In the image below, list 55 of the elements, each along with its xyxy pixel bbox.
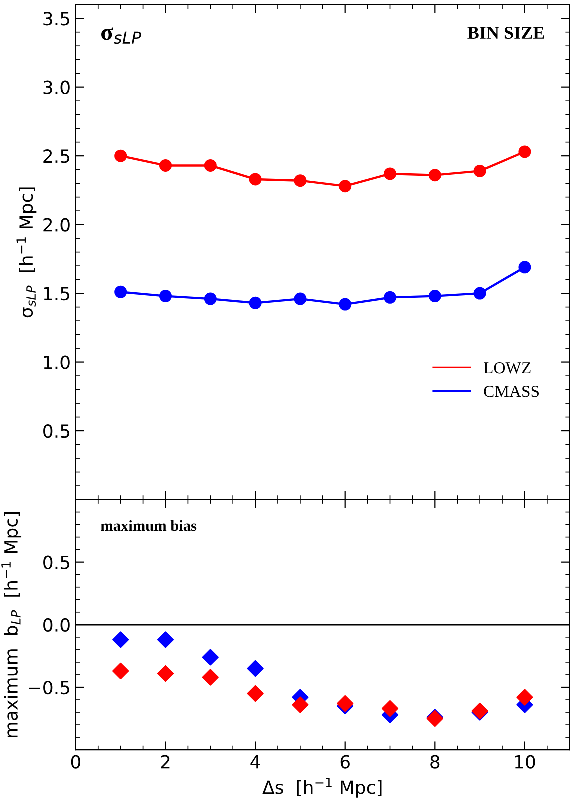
point xyxy=(384,291,397,304)
y-tick-label: 0.0 xyxy=(44,618,70,632)
y-tick-label: 0.5 xyxy=(44,556,70,570)
point xyxy=(204,292,217,306)
y-tick-label: 3.0 xyxy=(44,80,70,94)
x-axis-title: Δs [h$^{−1}$ Mpc] xyxy=(262,778,382,798)
annotation: σ$_{sLP}$ xyxy=(102,28,142,44)
y-tick-label: 0.5 xyxy=(44,424,70,438)
point xyxy=(202,669,219,686)
point xyxy=(428,169,442,182)
x-tick-label: 6 xyxy=(340,755,350,769)
y-axis-title: maximum b$_{LP}$ [h$^{−1}$ Mpc] xyxy=(2,512,22,738)
point xyxy=(159,159,172,172)
point xyxy=(294,174,307,188)
x-tick-label: 2 xyxy=(161,755,170,769)
y-tick-label: −0.5 xyxy=(29,680,70,695)
point xyxy=(204,159,217,172)
point xyxy=(474,164,486,178)
point xyxy=(292,696,309,714)
point xyxy=(112,632,130,648)
point xyxy=(294,292,307,306)
y-tick-label: 1.5 xyxy=(44,287,70,301)
x-tick-label: 8 xyxy=(430,755,440,769)
point xyxy=(339,298,352,311)
legend-label: LOWZ xyxy=(484,362,531,374)
point xyxy=(474,287,486,300)
annotation: BIN SIZE xyxy=(468,26,544,40)
point xyxy=(516,689,534,706)
point xyxy=(157,665,174,682)
point xyxy=(247,660,264,678)
point xyxy=(249,296,262,310)
point xyxy=(157,632,174,648)
x-tick-label: 10 xyxy=(515,755,536,769)
point xyxy=(382,700,399,718)
point xyxy=(114,286,128,298)
x-tick-label: 0 xyxy=(71,755,80,769)
y-tick-label: 2.0 xyxy=(44,218,70,232)
point xyxy=(159,290,172,303)
point xyxy=(428,290,442,303)
legend-label: CMASS xyxy=(484,386,540,398)
y-axis-title: σ$_{sLP}$ [h$^{−1}$ Mpc] xyxy=(16,188,37,318)
point xyxy=(202,649,219,666)
point xyxy=(518,146,532,158)
point xyxy=(247,685,264,702)
y-tick-label: 2.5 xyxy=(44,150,70,164)
point xyxy=(384,168,397,180)
y-tick-label: 1.0 xyxy=(44,356,70,370)
point xyxy=(518,261,532,274)
x-tick-label: 4 xyxy=(250,755,260,769)
point xyxy=(114,150,128,162)
annotation: maximum bias xyxy=(101,520,197,532)
point xyxy=(112,662,130,680)
point xyxy=(339,180,352,193)
y-tick-label: 3.5 xyxy=(44,12,70,26)
point xyxy=(249,173,262,186)
